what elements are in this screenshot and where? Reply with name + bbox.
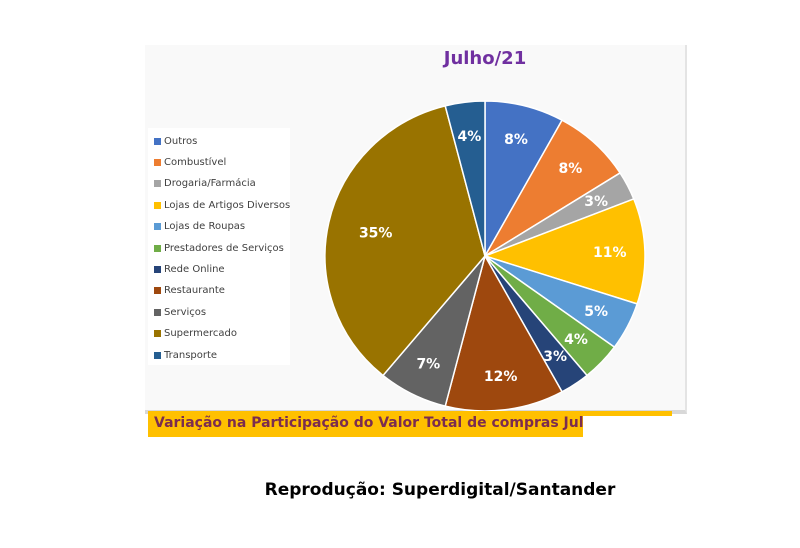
pie-slice-10 — [444, 100, 486, 257]
data-label-6: 3% — [543, 349, 567, 365]
chart-title: Julho/21 — [443, 48, 527, 69]
legend-swatch — [154, 287, 161, 295]
legend-swatch — [154, 351, 161, 359]
data-label-10: 4% — [457, 129, 481, 145]
legend-item: Lojas de Artigos Diversos — [154, 198, 290, 212]
legend-swatch — [154, 201, 161, 209]
legend-item: Transporte — [154, 348, 217, 362]
data-label-2: 3% — [584, 194, 608, 210]
legend-label: Lojas de Roupas — [164, 221, 246, 233]
data-label-5: 4% — [564, 332, 588, 348]
cover-box — [583, 416, 683, 442]
legend-item: Restaurante — [154, 284, 225, 298]
legend-swatch — [154, 330, 161, 338]
legend-item: Supermercado — [154, 327, 237, 341]
data-label-4: 5% — [584, 304, 608, 320]
legend-item: Rede Online — [154, 262, 225, 276]
pie-slice-3 — [482, 197, 646, 305]
legend-swatch — [154, 158, 161, 166]
legend-item: Lojas de Roupas — [154, 220, 245, 234]
pie-slice-9 — [324, 104, 486, 377]
legend-label: Serviços — [164, 306, 207, 318]
legend-item: Outros — [154, 134, 197, 148]
pie-slice-7 — [444, 254, 564, 412]
legend-swatch — [154, 180, 161, 188]
data-label-9: 35% — [359, 225, 393, 241]
data-label-3: 11% — [593, 245, 627, 261]
legend-label: Rede Online — [164, 263, 225, 275]
legend-item: Serviços — [154, 305, 206, 319]
legend-label: Lojas de Artigos Diversos — [164, 199, 291, 211]
source-credit: Reprodução: Superdigital/Santander — [264, 480, 616, 500]
legend-label: Prestadores de Serviços — [164, 242, 284, 254]
legend-item: Prestadores de Serviços — [154, 241, 284, 255]
legend-item: Combustível — [154, 155, 226, 169]
data-label-0: 8% — [504, 132, 528, 148]
legend-label: Transporte — [164, 349, 218, 361]
banner-text: Variação na Participação do Valor Total … — [154, 415, 623, 431]
legend-swatch — [154, 223, 161, 231]
legend-swatch — [154, 265, 161, 273]
legend-swatch — [154, 137, 161, 145]
legend-label: Supermercado — [164, 328, 237, 340]
legend-label: Drogaria/Farmácia — [164, 178, 256, 190]
legend-swatch — [154, 308, 161, 316]
legend-label: Combustível — [164, 156, 227, 168]
legend: Outros Combustível Drogaria/Farmácia Lojas … — [148, 128, 290, 365]
data-label-7: 12% — [484, 369, 518, 385]
legend-label: Outros — [164, 135, 198, 147]
data-label-1: 8% — [559, 161, 583, 177]
data-label-8: 7% — [416, 357, 440, 373]
legend-item: Drogaria/Farmácia — [154, 177, 256, 191]
legend-label: Restaurante — [164, 285, 225, 297]
legend-swatch — [154, 244, 161, 252]
